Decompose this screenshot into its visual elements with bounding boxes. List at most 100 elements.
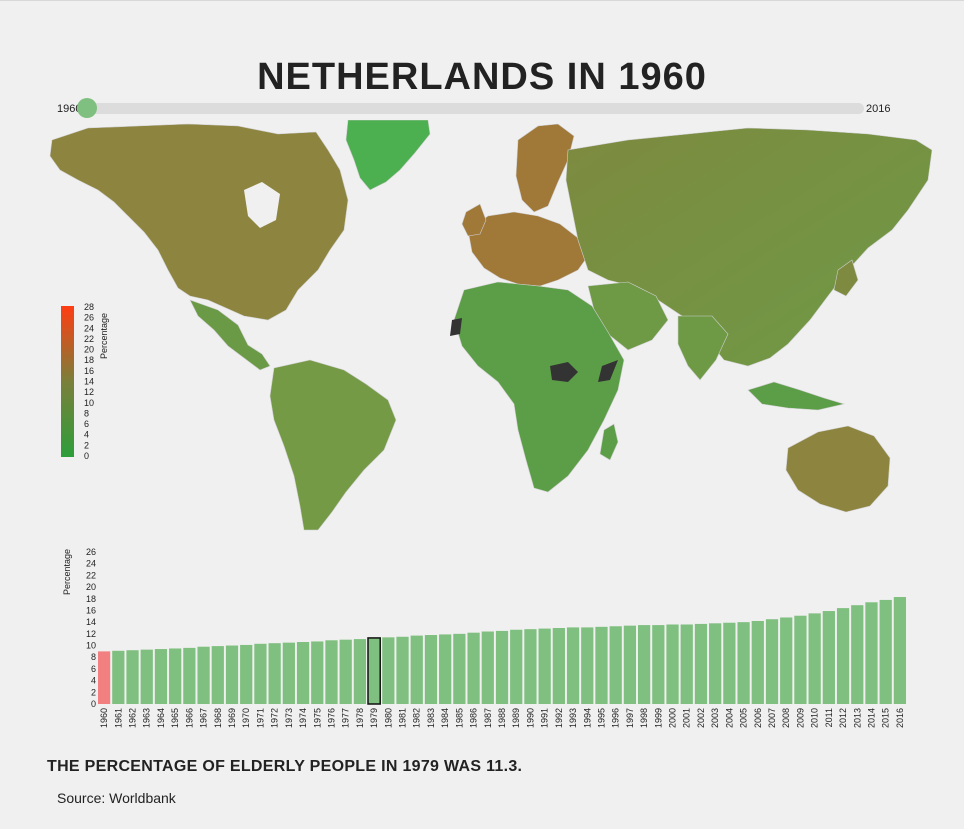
map-united-kingdom[interactable] — [461, 203, 487, 237]
bar-1996[interactable] — [609, 626, 622, 704]
legend-tick-label: 14 — [84, 377, 94, 387]
map-india[interactable] — [677, 315, 729, 381]
map-western-sahara[interactable] — [450, 318, 462, 336]
bar-1962[interactable] — [126, 650, 139, 704]
bar-2001[interactable] — [680, 624, 693, 704]
bar-1975[interactable] — [311, 641, 324, 704]
bar-2014[interactable] — [865, 602, 878, 704]
map-north-america[interactable] — [49, 123, 349, 321]
bar-1994[interactable] — [581, 627, 594, 704]
bar-2002[interactable] — [694, 623, 708, 704]
x-tick-label: 1983 — [426, 708, 436, 728]
map-central-america[interactable] — [189, 299, 271, 371]
bar-1967[interactable] — [197, 646, 210, 704]
map-scandinavia[interactable] — [515, 123, 575, 213]
bar-2004[interactable] — [723, 622, 736, 704]
x-tick-label: 1967 — [199, 708, 209, 728]
bar-1992[interactable] — [552, 628, 565, 704]
bar-1973[interactable] — [282, 642, 295, 704]
bar-1963[interactable] — [140, 649, 153, 704]
bar-1978[interactable] — [353, 639, 367, 704]
bar-1965[interactable] — [169, 648, 182, 704]
bar-2005[interactable] — [737, 622, 750, 704]
bar-2010[interactable] — [808, 613, 821, 704]
map-europe[interactable] — [467, 211, 589, 287]
bar-2011[interactable] — [822, 611, 835, 704]
caption: THE PERCENTAGE OF ELDERLY PEOPLE IN 1979… — [47, 758, 523, 775]
year-slider-thumb[interactable] — [77, 98, 97, 118]
bar-1969[interactable] — [225, 645, 239, 704]
x-tick-label: 1999 — [653, 708, 663, 728]
map-greenland[interactable] — [345, 120, 431, 191]
x-tick-label: 1974 — [298, 708, 308, 728]
bar-1985[interactable] — [453, 633, 466, 704]
map-southeast-asia[interactable] — [747, 381, 846, 411]
bar-2015[interactable] — [879, 599, 892, 704]
legend-tick-label: 28 — [84, 302, 94, 312]
bar-1971[interactable] — [254, 643, 267, 704]
x-tick-label: 1980 — [383, 708, 393, 728]
map-south-sudan[interactable] — [550, 362, 578, 382]
bar-2000[interactable] — [666, 624, 679, 704]
bar-1976[interactable] — [325, 640, 338, 704]
bar-1979[interactable] — [367, 637, 381, 705]
bar-1987[interactable] — [481, 631, 494, 704]
bar-1990[interactable] — [524, 629, 537, 704]
bar-1998[interactable] — [638, 625, 651, 704]
map-somalia[interactable] — [598, 360, 618, 382]
bar-1988[interactable] — [495, 630, 509, 704]
x-tick-label: 2000 — [668, 708, 678, 728]
bar-1997[interactable] — [623, 625, 637, 704]
bar-1983[interactable] — [424, 635, 438, 704]
y-tick-label: 8 — [91, 652, 96, 662]
legend-title: Percentage — [99, 313, 109, 359]
map-hudson-bay — [244, 182, 280, 228]
bar-1960[interactable] — [98, 651, 111, 704]
x-tick-label: 2015 — [881, 708, 891, 728]
bar-1986[interactable] — [467, 632, 480, 704]
x-tick-label: 1991 — [540, 708, 550, 728]
bar-1980[interactable] — [382, 637, 395, 704]
x-tick-label: 2002 — [696, 708, 706, 728]
x-tick-label: 1978 — [355, 708, 365, 728]
y-tick-label: 26 — [86, 547, 96, 557]
y-tick-label: 16 — [86, 605, 96, 615]
bar-1961[interactable] — [112, 650, 125, 704]
bar-1993[interactable] — [566, 627, 580, 704]
bar-1981[interactable] — [396, 636, 409, 704]
x-tick-label: 1996 — [611, 708, 621, 728]
bar-2007[interactable] — [765, 619, 779, 704]
bar-2003[interactable] — [709, 623, 722, 704]
bar-1999[interactable] — [652, 625, 665, 704]
bar-2013[interactable] — [851, 605, 864, 704]
year-slider[interactable] — [77, 98, 864, 118]
x-tick-label: 1964 — [156, 708, 166, 728]
x-tick-label: 2007 — [767, 708, 777, 728]
y-tick-label: 12 — [86, 629, 96, 639]
bar-1970[interactable] — [240, 644, 253, 704]
bar-2009[interactable] — [794, 615, 807, 704]
map-australia[interactable] — [785, 425, 891, 513]
bar-2008[interactable] — [780, 617, 793, 704]
bar-1966[interactable] — [183, 647, 196, 704]
bar-1964[interactable] — [154, 649, 168, 704]
bar-1984[interactable] — [439, 634, 452, 704]
bar-1989[interactable] — [510, 629, 523, 704]
bar-1972[interactable] — [268, 643, 281, 704]
map-madagascar[interactable] — [599, 423, 619, 461]
bar-1991[interactable] — [538, 628, 551, 704]
map-south-america[interactable] — [269, 359, 397, 531]
map-japan[interactable] — [833, 259, 859, 297]
map-africa[interactable] — [453, 281, 625, 493]
bar-2012[interactable] — [836, 608, 850, 704]
bar-1968[interactable] — [211, 646, 224, 704]
bar-1977[interactable] — [339, 639, 352, 704]
bar-2006[interactable] — [751, 620, 764, 704]
bar-1995[interactable] — [595, 626, 608, 704]
bar-2016[interactable] — [893, 597, 907, 704]
map-asia[interactable] — [565, 127, 932, 367]
bar-1982[interactable] — [410, 635, 423, 704]
bar-1974[interactable] — [296, 642, 310, 704]
x-tick-label: 1993 — [568, 708, 578, 728]
x-tick-label: 1988 — [497, 708, 507, 728]
